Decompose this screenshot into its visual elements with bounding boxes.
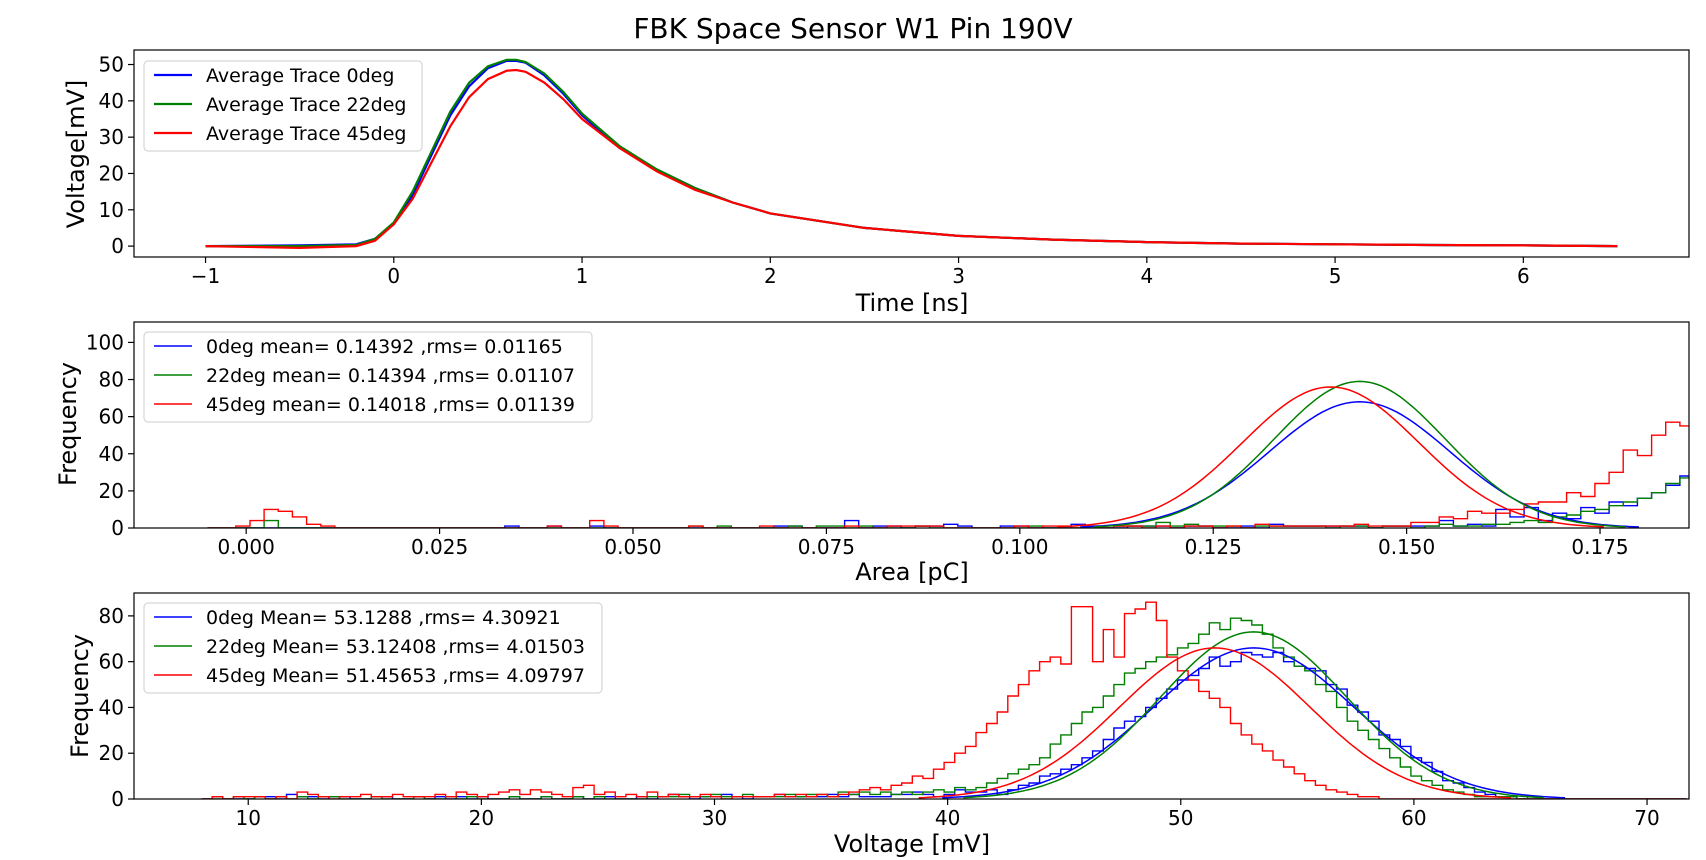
plot-area: 10 20 30 40 50 60 70 0 20 40 60 80 [99, 592, 1690, 830]
panel-area-histogram: 0.000 0.025 0.050 0.075 0.100 0.125 0.150 0.175… [54, 321, 1690, 586]
gaussian-fit-curve [918, 647, 1511, 799]
legend-entry-label: Average Trace 22deg [206, 94, 407, 116]
legend: Average Trace 0deg Average Trace 22deg A… [143, 60, 423, 152]
y-tick-label: 60 [99, 650, 124, 674]
gaussian-fit-curve [1057, 386, 1604, 528]
panel-average-traces: −1 0 1 2 3 4 5 6 0 10 20 30 40 50 Time [ns] Voltage[m… [62, 49, 1690, 317]
x-axis-label: Area [pC] [855, 558, 969, 586]
legend-entry-label: 0deg Mean= 53.1288 ,rms= 4.30921 [206, 607, 561, 629]
x-tick-label: 0.000 [218, 535, 275, 559]
x-tick-label: 6 [1517, 264, 1530, 288]
x-tick-label: 0.175 [1571, 535, 1628, 559]
legend: 0deg Mean= 53.1288 ,rms= 4.30921 22deg M… [143, 602, 603, 694]
plot-area: −1 0 1 2 3 4 5 6 0 10 20 30 40 50 [99, 49, 1690, 288]
legend-entry-label: 45deg Mean= 51.45653 ,rms= 4.09797 [206, 665, 585, 687]
x-tick-label: 10 [236, 806, 261, 830]
histogram-steps [201, 617, 1687, 799]
y-tick-label: 20 [99, 161, 124, 185]
gaussian-fit-curve [963, 631, 1544, 799]
x-tick-label: 3 [952, 264, 965, 288]
legend: 0deg mean= 0.14392 ,rms= 0.01165 22deg m… [143, 331, 593, 423]
y-tick-label: 20 [99, 479, 124, 503]
series-marks [205, 58, 1618, 250]
x-tick-label: 50 [1168, 806, 1193, 830]
x-tick-label: 0.025 [411, 535, 468, 559]
y-tick-label: 80 [99, 368, 124, 392]
axes-frame [133, 321, 1690, 529]
series-marks [207, 380, 1689, 528]
x-tick-label: 0.100 [991, 535, 1048, 559]
x-tick-label: −1 [191, 264, 220, 288]
gaussian-fit-curve [942, 647, 1566, 799]
y-axis-label: Frequency [66, 634, 94, 758]
x-tick-label: 70 [1634, 806, 1659, 830]
y-axis-label: Frequency [54, 362, 82, 486]
y-tick-label: 40 [99, 89, 124, 113]
legend-entry-label: Average Trace 0deg [206, 65, 394, 87]
x-tick-label: 60 [1401, 806, 1426, 830]
y-tick-label: 40 [99, 442, 124, 466]
x-axis-label: Time [ns] [855, 289, 969, 317]
axes-frame [133, 49, 1690, 258]
y-tick-label: 40 [99, 695, 124, 719]
series-marks [201, 601, 1687, 799]
axes-frame [133, 592, 1690, 800]
x-tick-label: 4 [1140, 264, 1153, 288]
y-tick-label: 0 [111, 787, 124, 811]
y-tick-label: 10 [99, 198, 124, 222]
y-tick-label: 50 [99, 53, 124, 77]
y-tick-label: 60 [99, 405, 124, 429]
panel-voltage-histogram: 10 20 30 40 50 60 70 0 20 40 60 80 Voltage [mV] Fre… [66, 592, 1690, 858]
legend-entry-label: 45deg mean= 0.14018 ,rms= 0.01139 [206, 394, 575, 416]
y-tick-label: 30 [99, 125, 124, 149]
x-tick-label: 20 [469, 806, 494, 830]
x-tick-label: 0.050 [604, 535, 661, 559]
plot-area: 0.000 0.025 0.050 0.075 0.100 0.125 0.150 0.175… [86, 321, 1690, 559]
histogram-steps [201, 601, 1687, 799]
x-tick-label: 2 [764, 264, 777, 288]
x-tick-label: 0.150 [1378, 535, 1435, 559]
legend-entry-label: 22deg mean= 0.14394 ,rms= 0.01107 [206, 365, 575, 387]
x-tick-label: 5 [1329, 264, 1342, 288]
series-line [205, 68, 1618, 250]
y-axis-label: Voltage[mV] [62, 80, 90, 229]
x-tick-label: 1 [576, 264, 589, 288]
y-tick-label: 100 [86, 330, 124, 354]
legend-entry-label: 22deg Mean= 53.12408 ,rms= 4.01503 [206, 636, 585, 658]
x-axis-label: Voltage [mV] [834, 830, 990, 858]
y-tick-label: 80 [99, 604, 124, 628]
y-tick-label: 20 [99, 741, 124, 765]
histogram-steps [207, 421, 1689, 528]
x-tick-label: 0.075 [798, 535, 855, 559]
x-tick-label: 30 [702, 806, 727, 830]
gaussian-fit-curve [1094, 380, 1626, 528]
legend-entry-label: 0deg mean= 0.14392 ,rms= 0.01165 [206, 336, 563, 358]
gaussian-fit-curve [1080, 401, 1640, 528]
legend-frame [143, 602, 603, 694]
legend-frame [143, 60, 423, 152]
figure-title: FBK Space Sensor W1 Pin 190V [633, 12, 1072, 45]
x-tick-label: 0.125 [1185, 535, 1242, 559]
x-tick-label: 40 [935, 806, 960, 830]
legend-frame [143, 331, 593, 423]
y-tick-label: 0 [111, 234, 124, 258]
legend-entry-label: Average Trace 45deg [206, 123, 407, 145]
x-tick-label: 0 [387, 264, 400, 288]
y-tick-label: 0 [111, 516, 124, 540]
